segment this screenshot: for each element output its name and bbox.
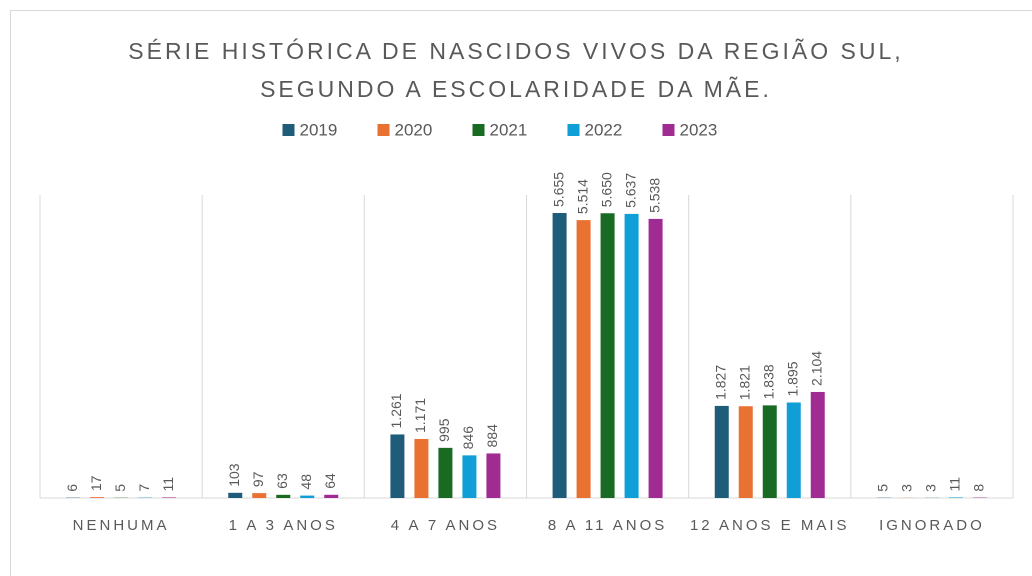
legend-swatch [567, 124, 580, 136]
bar [576, 220, 591, 499]
data-label: 64 [322, 473, 338, 489]
bar [600, 213, 615, 498]
data-label: 846 [460, 426, 476, 450]
data-label: 6 [64, 484, 80, 492]
data-label: 7 [136, 484, 152, 492]
bar [786, 402, 801, 498]
bar [252, 493, 267, 498]
data-label: 3 [899, 484, 915, 492]
data-label: 1.895 [784, 361, 800, 396]
bar [714, 405, 729, 498]
bar [462, 455, 477, 498]
data-label: 5.650 [598, 172, 614, 207]
bar [414, 438, 429, 498]
data-label: 48 [298, 474, 314, 490]
data-label: 1.171 [412, 398, 428, 433]
data-label: 103 [226, 463, 242, 487]
data-label: 11 [947, 477, 963, 492]
bar [762, 405, 777, 498]
legend-label: 2020 [395, 120, 433, 139]
data-label: 8 [971, 484, 987, 492]
data-label: 1.261 [388, 393, 404, 428]
data-label: 2.104 [808, 351, 824, 386]
legend-label: 2023 [680, 120, 718, 139]
bar [648, 218, 663, 498]
bar [624, 213, 639, 498]
bar [486, 453, 501, 498]
data-label: 5.514 [574, 179, 590, 214]
x-tick-label: NENHUMA [72, 517, 170, 534]
legend-swatch [377, 124, 390, 136]
data-label: 63 [274, 473, 290, 489]
data-label: 884 [484, 424, 500, 448]
legend-swatch [282, 124, 295, 136]
bar [390, 434, 405, 498]
x-tick-label: IGNORADO [879, 517, 985, 534]
data-label: 5 [875, 484, 891, 492]
legend-swatch [472, 124, 485, 136]
x-tick-label: 1 A 3 ANOS [228, 517, 338, 534]
data-label: 97 [250, 471, 266, 487]
x-tick-label: 12 ANOS E MAIS [689, 517, 850, 534]
data-label: 3 [923, 484, 939, 492]
legend-label: 2021 [490, 120, 528, 139]
bar [228, 492, 243, 498]
bar [324, 494, 339, 498]
data-label: 5.655 [550, 172, 566, 207]
legend-swatch [662, 124, 675, 136]
bar [300, 495, 315, 498]
legend-label: 2019 [300, 120, 338, 139]
data-label: 17 [88, 475, 104, 491]
data-label: 1.838 [760, 364, 776, 399]
data-label: 995 [436, 418, 452, 442]
legend-label: 2022 [585, 120, 623, 139]
data-label: 5.538 [646, 178, 662, 213]
bar [162, 497, 177, 498]
bar [276, 494, 291, 498]
bar [90, 497, 105, 498]
x-tick-label: 8 A 11 ANOS [547, 517, 668, 534]
data-label: 1.821 [736, 365, 752, 400]
bar [552, 213, 567, 498]
bar [738, 406, 753, 498]
data-label: 11 [160, 477, 176, 492]
data-label: 5 [112, 484, 128, 492]
chart-border [10, 10, 1032, 576]
data-label: 5.637 [622, 173, 638, 208]
x-tick-label: 4 A 7 ANOS [390, 517, 501, 534]
bar [810, 391, 825, 498]
chart-title: SÉRIE HISTÓRICA DE NASCIDOS VIVOS DA REG… [128, 38, 904, 102]
bar [438, 447, 453, 498]
data-label: 1.827 [712, 365, 728, 400]
bar [948, 497, 963, 498]
